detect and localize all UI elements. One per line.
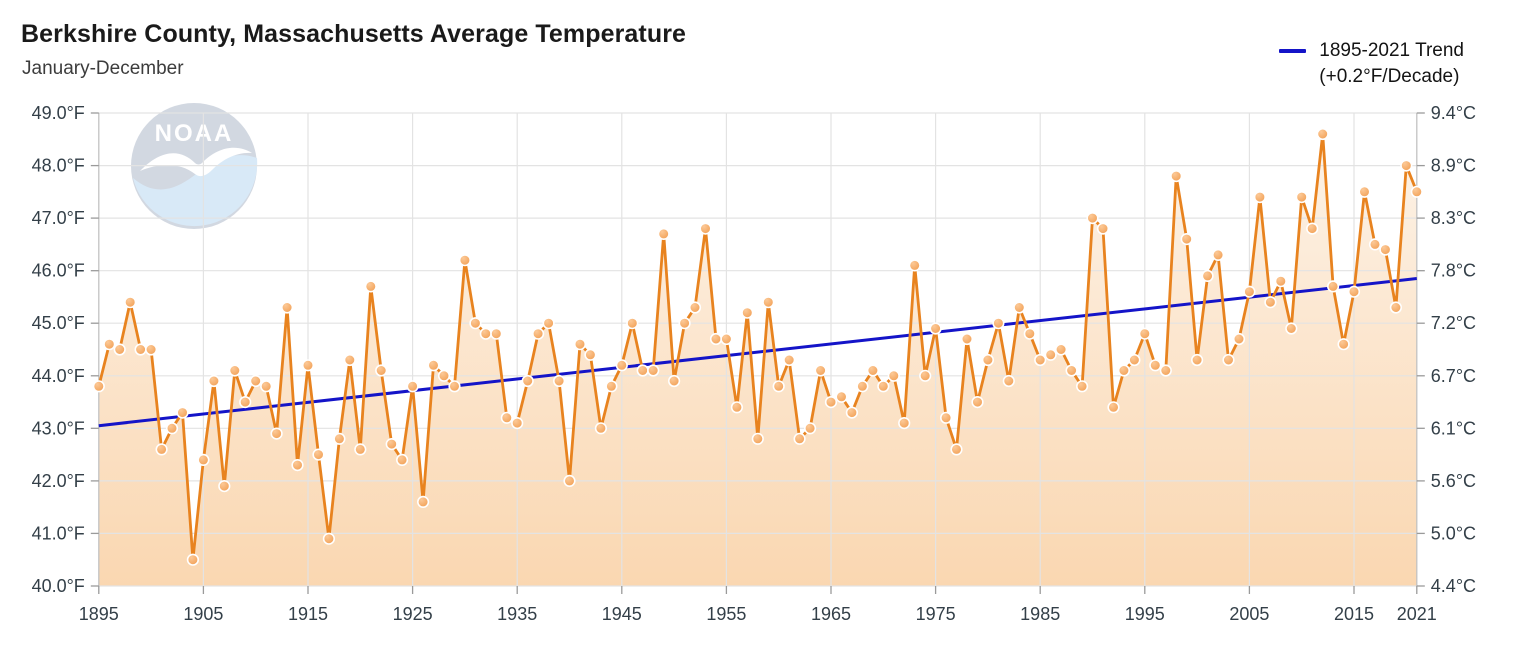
svg-text:1955: 1955 bbox=[706, 604, 746, 624]
svg-text:40.0°F: 40.0°F bbox=[32, 576, 85, 596]
svg-text:45.0°F: 45.0°F bbox=[32, 313, 85, 333]
svg-text:46.0°F: 46.0°F bbox=[32, 261, 85, 281]
page-title: Berkshire County, Massachusetts Average … bbox=[21, 20, 687, 48]
y-axis-right-labels: 9.4°C 8.9°C 8.3°C 7.8°C 7.2°C 6.7°C 6.1°C 5.6°C… bbox=[1431, 103, 1476, 596]
svg-text:6.1°C: 6.1°C bbox=[1431, 418, 1476, 438]
svg-text:1945: 1945 bbox=[602, 604, 642, 624]
svg-text:8.3°C: 8.3°C bbox=[1431, 208, 1476, 228]
svg-text:1975: 1975 bbox=[916, 604, 956, 624]
y-axis-left-labels: 49.0°F 48.0°F 47.0°F 46.0°F 45.0°F 44.0°F 43.0… bbox=[32, 103, 85, 596]
svg-text:2015: 2015 bbox=[1334, 604, 1374, 624]
svg-text:1915: 1915 bbox=[288, 604, 328, 624]
svg-text:5.6°C: 5.6°C bbox=[1431, 471, 1476, 491]
svg-text:44.0°F: 44.0°F bbox=[32, 366, 85, 386]
svg-text:2021: 2021 bbox=[1397, 604, 1437, 624]
svg-text:6.7°C: 6.7°C bbox=[1431, 366, 1476, 386]
trend-legend-label: 1895-2021 Trend (+0.2°F/Decade) bbox=[1319, 38, 1464, 90]
svg-text:47.0°F: 47.0°F bbox=[32, 208, 85, 228]
temperature-series-markers bbox=[92, 127, 1423, 566]
trend-legend-line1: 1895-2021 Trend bbox=[1319, 40, 1464, 61]
svg-text:48.0°F: 48.0°F bbox=[32, 156, 85, 176]
svg-text:1935: 1935 bbox=[497, 604, 537, 624]
x-axis-labels: 1895 1905 1915 1925 1935 1945 1955 1965 1975 1985… bbox=[79, 604, 1437, 624]
gridlines bbox=[98, 112, 1417, 587]
svg-text:1965: 1965 bbox=[811, 604, 851, 624]
svg-text:1895: 1895 bbox=[79, 604, 119, 624]
svg-text:7.8°C: 7.8°C bbox=[1431, 261, 1476, 281]
svg-text:1995: 1995 bbox=[1125, 604, 1165, 624]
svg-text:1925: 1925 bbox=[393, 604, 433, 624]
svg-text:1985: 1985 bbox=[1020, 604, 1060, 624]
svg-text:41.0°F: 41.0°F bbox=[32, 523, 85, 543]
tick-marks bbox=[90, 112, 1425, 594]
svg-text:49.0°F: 49.0°F bbox=[32, 103, 85, 123]
svg-text:NOAA: NOAA bbox=[155, 120, 234, 147]
trend-line-swatch bbox=[1279, 49, 1307, 53]
page-subtitle: January-December bbox=[22, 58, 184, 79]
svg-text:5.0°C: 5.0°C bbox=[1431, 523, 1476, 543]
svg-text:43.0°F: 43.0°F bbox=[32, 418, 85, 438]
svg-text:2005: 2005 bbox=[1229, 604, 1269, 624]
trend-legend-line2: (+0.2°F/Decade) bbox=[1319, 66, 1460, 87]
svg-text:9.4°C: 9.4°C bbox=[1431, 103, 1476, 123]
svg-text:4.4°C: 4.4°C bbox=[1431, 576, 1476, 596]
svg-text:8.9°C: 8.9°C bbox=[1431, 156, 1476, 176]
area-fill bbox=[98, 134, 1417, 586]
svg-text:7.2°C: 7.2°C bbox=[1431, 313, 1476, 333]
trend-line bbox=[98, 277, 1417, 428]
svg-text:1905: 1905 bbox=[183, 604, 223, 624]
trend-legend: 1895-2021 Trend (+0.2°F/Decade) bbox=[1279, 38, 1464, 90]
svg-text:42.0°F: 42.0°F bbox=[32, 471, 85, 491]
